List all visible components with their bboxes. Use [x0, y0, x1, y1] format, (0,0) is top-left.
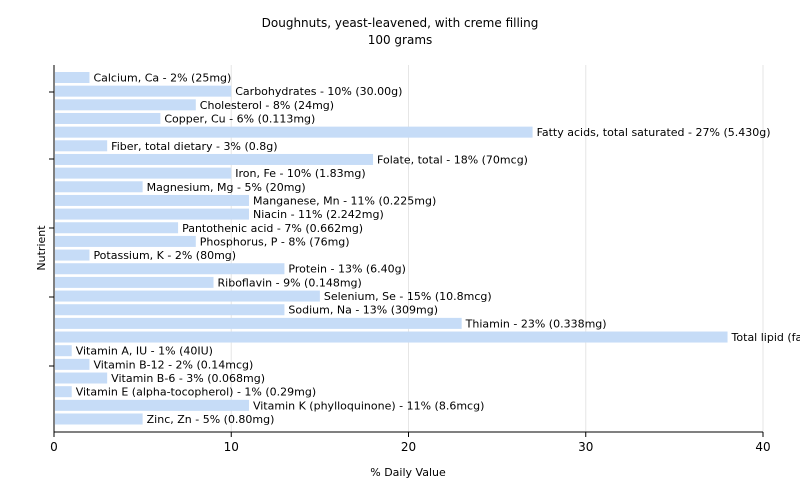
bar-label: Fiber, total dietary - 3% (0.8g): [111, 140, 277, 153]
bar-label: Potassium, K - 2% (80mg): [93, 249, 236, 262]
bar: [55, 345, 72, 357]
bar-label: Copper, Cu - 6% (0.113mg): [164, 112, 315, 125]
bar-label: Vitamin A, IU - 1% (40IU): [76, 345, 213, 358]
bar: [55, 126, 533, 138]
bar: [55, 399, 249, 411]
bar-label: Sodium, Na - 13% (309mg): [288, 304, 438, 317]
bar: [55, 99, 196, 111]
bar: [55, 112, 161, 124]
x-tick-label: 40: [755, 440, 770, 454]
bar: [55, 85, 232, 97]
bar: [55, 208, 249, 220]
bar: [55, 413, 143, 425]
bar-label: Vitamin B-6 - 3% (0.068mg): [111, 372, 265, 385]
bar-labels: Calcium, Ca - 2% (25mg) Carbohydrates - 1…: [76, 72, 800, 427]
bar-label: Carbohydrates - 10% (30.00g): [235, 85, 402, 98]
x-tick-label: 20: [401, 440, 416, 454]
bar-label: Protein - 13% (6.40g): [288, 263, 406, 276]
bar-label: Manganese, Mn - 11% (0.225mg): [253, 194, 436, 207]
bar-label: Iron, Fe - 10% (1.83mg): [235, 167, 365, 180]
bar: [55, 167, 232, 179]
bar-label: Zinc, Zn - 5% (0.80mg): [147, 413, 275, 426]
bar-label: Folate, total - 18% (70mcg): [377, 153, 528, 166]
axes: 0 10 20 30 40: [49, 65, 771, 454]
bar-label: Vitamin E (alpha-tocopherol) - 1% (0.29m…: [76, 386, 316, 399]
bar-label: Niacin - 11% (2.242mg): [253, 208, 384, 221]
x-tick-label: 0: [50, 440, 58, 454]
bar-label: Cholesterol - 8% (24mg): [200, 99, 334, 112]
y-axis-label: Nutrient: [35, 225, 48, 271]
bar-label: Phosphorus, P - 8% (76mg): [200, 235, 350, 248]
bar-label: Magnesium, Mg - 5% (20mg): [147, 181, 306, 194]
bar: [55, 222, 179, 234]
bar: [55, 317, 462, 329]
bar-label: Calcium, Ca - 2% (25mg): [93, 72, 231, 85]
grid-lines: [230, 65, 764, 432]
bar: [55, 235, 196, 247]
chart-title: Doughnuts, yeast-leavened, with creme fi…: [261, 16, 539, 30]
bar: [55, 153, 374, 165]
bar: [55, 276, 214, 288]
bar: [55, 304, 285, 316]
bar: [55, 181, 143, 193]
bar: [55, 249, 90, 261]
bar-label: Vitamin B-12 - 2% (0.14mcg): [93, 358, 253, 371]
bar-label: Selenium, Se - 15% (10.8mcg): [324, 290, 492, 303]
bar: [55, 194, 249, 206]
bar-label: Fatty acids, total saturated - 27% (5.43…: [537, 126, 771, 139]
bar: [55, 290, 320, 302]
bars: [55, 72, 728, 425]
bar-label: Pantothenic acid - 7% (0.662mg): [182, 222, 363, 235]
bar: [55, 372, 108, 384]
chart-subtitle: 100 grams: [367, 33, 433, 47]
bar: [55, 358, 90, 370]
x-axis-label: % Daily Value: [370, 466, 446, 479]
bar-label: Total lipid (fat) - 38% (24.50g): [731, 331, 800, 344]
bar: [55, 386, 72, 398]
bar: [55, 331, 728, 343]
bar-label: Vitamin K (phylloquinone) - 11% (8.6mcg): [253, 399, 484, 412]
bar-label: Riboflavin - 9% (0.148mg): [218, 276, 362, 289]
x-tick-label: 10: [224, 440, 239, 454]
bar: [55, 263, 285, 275]
bar: [55, 72, 90, 83]
x-tick-label: 30: [578, 440, 593, 454]
bar: [55, 140, 108, 152]
bar-label: Thiamin - 23% (0.338mg): [465, 317, 607, 330]
